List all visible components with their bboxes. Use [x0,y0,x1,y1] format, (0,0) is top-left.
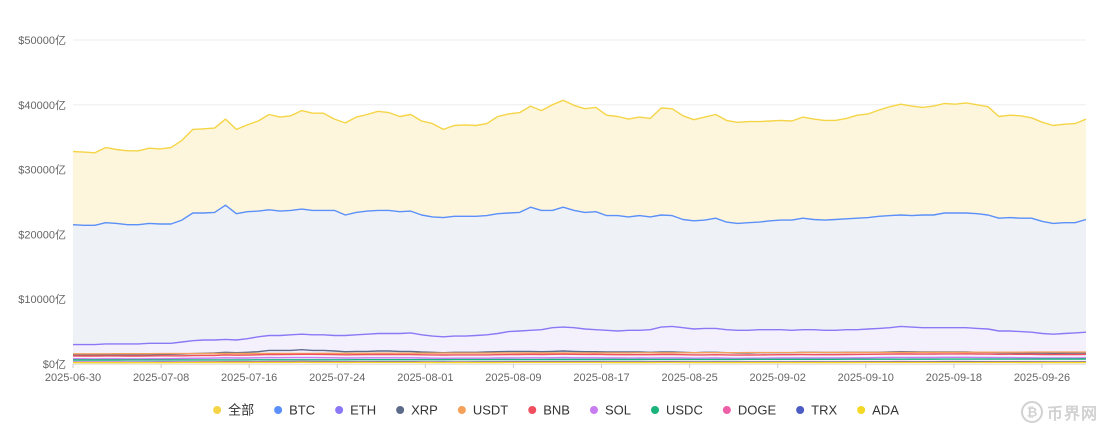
x-tick-label: 2025-09-18 [926,372,982,384]
legend-marker [396,406,405,414]
y-tick-label: $20000亿 [18,228,66,241]
x-tick-label: 2025-08-25 [661,372,717,384]
chart-legend: 全部 BTC ETH XRP USDT BNB SOL USDC DOGE TRX ADA [213,403,899,418]
y-tick-label: $30000亿 [18,164,66,177]
watermark-text: 币界网 [1046,404,1098,423]
legend-label: TRX [811,403,837,418]
legend-label: ADA [872,403,899,418]
legend-item[interactable]: XRP [396,403,438,418]
y-tick-label: $0亿 [43,358,66,371]
legend-label: DOGE [738,403,777,418]
legend-item[interactable]: ADA [857,403,899,418]
series-line [72,353,1087,357]
legend-label: ETH [350,403,376,418]
y-tick-label: $10000亿 [18,293,66,306]
legend-label: USDC [666,403,703,418]
legend-item[interactable]: TRX [796,403,837,418]
x-tick-label: 2025-08-09 [485,372,541,384]
legend-marker [857,406,866,414]
series-line [72,204,1087,226]
legend-label: USDT [473,403,508,418]
x-tick-label: 2025-06-30 [45,372,101,384]
legend-item[interactable]: BTC [274,403,315,418]
legend-marker [796,406,805,414]
legend-marker [589,406,598,414]
series-line [73,356,1087,360]
line-layer [72,99,1087,364]
x-tick-label: 2025-09-26 [1014,372,1070,384]
legend-label: BNB [543,403,570,418]
legend-item[interactable]: 全部 [213,403,254,418]
y-tick-label: $40000亿 [18,99,66,112]
legend-label: 全部 [228,403,254,418]
x-tick-label: 2025-08-17 [573,372,629,384]
chart-svg: $0亿 $10000亿 $20000亿 $30000亿 $40000亿 $50000亿 20… [18,34,1087,384]
legend-marker [651,406,660,414]
series-line [73,351,1086,355]
axis-layer: $0亿 $10000亿 $20000亿 $30000亿 $40000亿 $50000亿 20… [18,34,1070,384]
x-tick-label: 2025-07-08 [133,372,189,384]
x-tick-label: 2025-08-01 [397,372,453,384]
legend-item[interactable]: USDC [651,403,703,418]
legend-marker [722,406,731,414]
legend-marker [457,406,466,414]
x-tick-label: 2025-09-02 [750,372,806,384]
x-tick-label: 2025-07-16 [221,372,277,384]
series-line [73,358,1086,361]
y-tick-label: $50000亿 [18,34,66,47]
legend-item[interactable]: USDT [457,403,508,418]
area-layer [73,100,1086,365]
legend-item[interactable]: DOGE [722,403,777,418]
legend-label: SOL [605,403,631,418]
legend-label: BTC [289,403,315,418]
legend-item[interactable]: SOL [589,403,631,418]
svg-text:₿: ₿ [1027,405,1038,420]
series-line [73,325,1087,346]
series-line [72,99,1087,154]
legend-marker [528,406,537,414]
bitcoin-logo-icon: ₿ [1020,401,1043,423]
legend-marker [213,406,222,414]
x-tick-label: 2025-09-10 [838,372,894,384]
series-area [73,205,1086,364]
legend-marker [335,406,344,414]
watermark: ₿ 币界网 [1020,399,1098,425]
legend-label: XRP [411,403,438,418]
x-tick-label: 2025-07-24 [309,372,365,384]
legend-item[interactable]: BNB [528,403,570,418]
legend-marker [274,406,283,414]
legend-item[interactable]: ETH [335,403,376,418]
